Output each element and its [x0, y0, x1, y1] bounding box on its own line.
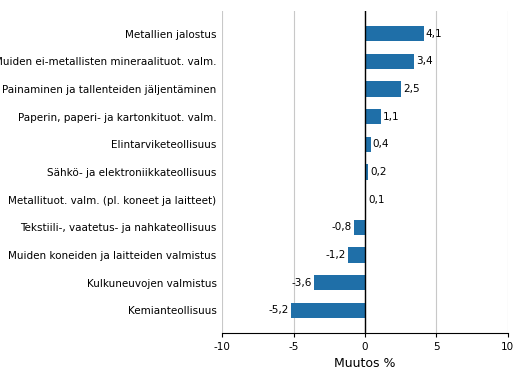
Bar	[365, 137, 371, 152]
Text: 3,4: 3,4	[416, 56, 432, 66]
Bar	[353, 220, 365, 235]
Text: 0,1: 0,1	[369, 195, 385, 204]
Bar	[348, 248, 365, 263]
Text: 0,4: 0,4	[373, 139, 389, 149]
Bar	[365, 81, 401, 96]
Bar	[365, 26, 424, 41]
Text: -1,2: -1,2	[325, 250, 346, 260]
Text: 0,2: 0,2	[370, 167, 387, 177]
Text: -0,8: -0,8	[331, 222, 351, 232]
Text: 2,5: 2,5	[403, 84, 419, 94]
Bar	[314, 275, 365, 290]
Text: 4,1: 4,1	[426, 29, 442, 39]
Bar	[291, 303, 365, 318]
Text: -5,2: -5,2	[268, 305, 289, 315]
Text: 1,1: 1,1	[383, 112, 399, 122]
Bar	[365, 109, 381, 124]
Bar	[365, 192, 367, 207]
Text: -3,6: -3,6	[291, 278, 312, 288]
Bar	[365, 164, 368, 180]
X-axis label: Muutos %: Muutos %	[334, 357, 396, 370]
Bar	[365, 54, 414, 69]
